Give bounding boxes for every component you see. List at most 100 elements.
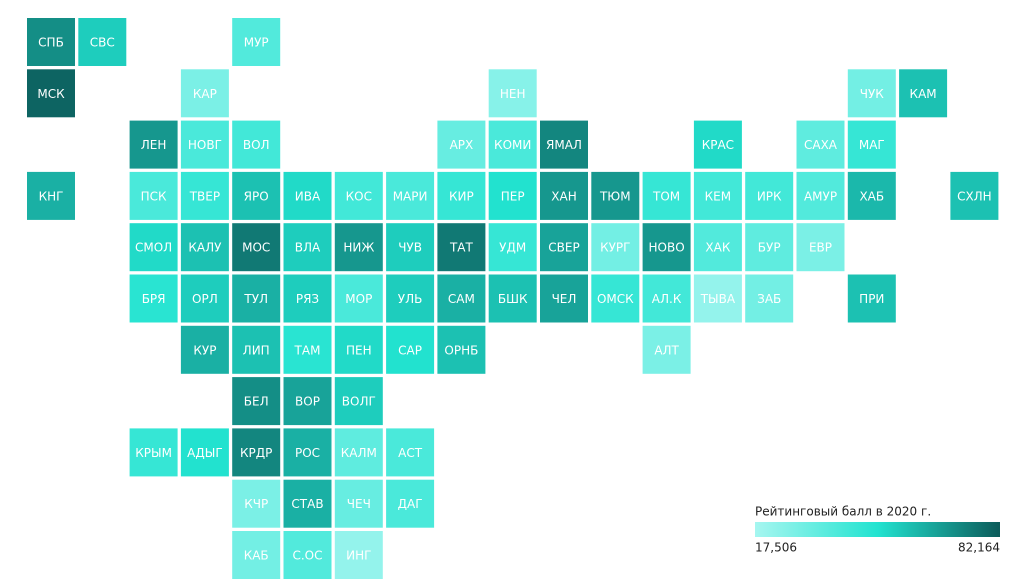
legend-title: Рейтинговый балл в 2020 г. [755, 505, 931, 519]
region-label: НИЖ [343, 241, 374, 255]
region-label: ОРНБ [444, 343, 478, 357]
tiles: СПБ СВС МУР МСК КАР НЕН ЧУК КАМ ЛЕН НОВГ ВОЛ АРХ КОМ… [27, 18, 999, 579]
region-label: КОС [346, 189, 372, 203]
legend-min: 17,506 [755, 541, 797, 555]
region-label: ТЮМ [599, 189, 631, 203]
region-tile [180, 325, 229, 374]
region-tile [796, 120, 845, 169]
region-tile [488, 69, 537, 118]
region-tile [642, 171, 691, 220]
region-tile [283, 377, 332, 426]
region-label: ОРЛ [192, 292, 218, 306]
region-tile [129, 171, 178, 220]
region-label: ВОЛ [243, 138, 270, 152]
region-tile [334, 531, 383, 579]
legend-max: 82,164 [958, 541, 1000, 555]
region-label: ДАГ [398, 497, 423, 511]
region-tile [796, 171, 845, 220]
region-tile [232, 479, 281, 528]
region-label: КРДР [240, 446, 272, 460]
region-label: КРЫМ [135, 446, 172, 460]
region-label: ТОМ [652, 189, 680, 203]
region-label: ЧЕЧ [347, 497, 371, 511]
region-tile [180, 120, 229, 169]
region-label: ИНГ [346, 549, 371, 563]
region-tile [437, 120, 486, 169]
region-tile [847, 69, 896, 118]
legend-bar [755, 522, 1000, 537]
region-label: КАР [193, 87, 217, 101]
region-tile [386, 274, 435, 323]
region-tile [386, 171, 435, 220]
region-tile [232, 171, 281, 220]
region-tile [334, 428, 383, 477]
region-tile [180, 171, 229, 220]
region-label: ЯМАЛ [546, 138, 582, 152]
region-label: АДЫГ [187, 446, 223, 460]
region-label: ТВЕР [189, 189, 220, 203]
region-tile [334, 171, 383, 220]
region-tile [591, 171, 640, 220]
region-label: ИРК [757, 189, 782, 203]
region-tile [488, 274, 537, 323]
region-label: КЧР [244, 497, 268, 511]
region-label: НОВГ [188, 138, 222, 152]
region-tile [899, 69, 948, 118]
region-label: ХАК [705, 241, 730, 255]
region-label: ПСК [141, 189, 167, 203]
region-label: ПЕН [346, 343, 372, 357]
region-label: ПРИ [859, 292, 884, 306]
region-tile [27, 69, 75, 118]
region-label: БШК [498, 292, 528, 306]
region-tile [745, 171, 794, 220]
region-tile [283, 428, 332, 477]
region-tile [693, 274, 742, 323]
region-tile [693, 223, 742, 272]
region-label: ВОР [295, 395, 320, 409]
region-tile [78, 18, 127, 66]
region-label: СХЛН [957, 189, 992, 203]
region-tile [180, 274, 229, 323]
region-label: МОС [242, 241, 270, 255]
region-label: АРХ [450, 138, 474, 152]
region-label: КАЛУ [188, 241, 222, 255]
region-tile [796, 223, 845, 272]
region-label: АЛТ [654, 343, 679, 357]
region-label: БРЯ [142, 292, 166, 306]
region-tile [437, 325, 486, 374]
region-tile [232, 223, 281, 272]
region-tile [283, 325, 332, 374]
region-label: САХА [804, 138, 838, 152]
region-label: РОС [295, 446, 320, 460]
region-label: КОМИ [494, 138, 531, 152]
region-tile [283, 171, 332, 220]
region-tile [129, 428, 178, 477]
region-label: УДМ [499, 241, 526, 255]
region-label: ЧЕЛ [552, 292, 577, 306]
region-tile [745, 223, 794, 272]
region-tile [283, 274, 332, 323]
region-label: ЛИП [243, 343, 270, 357]
region-tile [334, 479, 383, 528]
region-tile [847, 120, 896, 169]
region-label: ХАН [551, 189, 576, 203]
region-label: ВОЛГ [342, 395, 376, 409]
region-label: ПЕР [501, 189, 525, 203]
region-tile [950, 171, 999, 220]
region-tile [27, 171, 75, 220]
region-label: КРАС [702, 138, 734, 152]
region-label: КАБ [244, 549, 269, 563]
region-label: ЯРО [244, 189, 269, 203]
region-label: СВЕР [548, 241, 579, 255]
region-tile [334, 325, 383, 374]
region-tile [540, 171, 588, 220]
region-label: САР [398, 343, 422, 357]
region-tile [693, 120, 742, 169]
region-label: ТЫВА [700, 292, 736, 306]
region-label: БУР [758, 241, 781, 255]
region-tile [847, 274, 896, 323]
region-label: МУР [244, 36, 269, 50]
region-tile [232, 428, 281, 477]
region-tile [437, 171, 486, 220]
